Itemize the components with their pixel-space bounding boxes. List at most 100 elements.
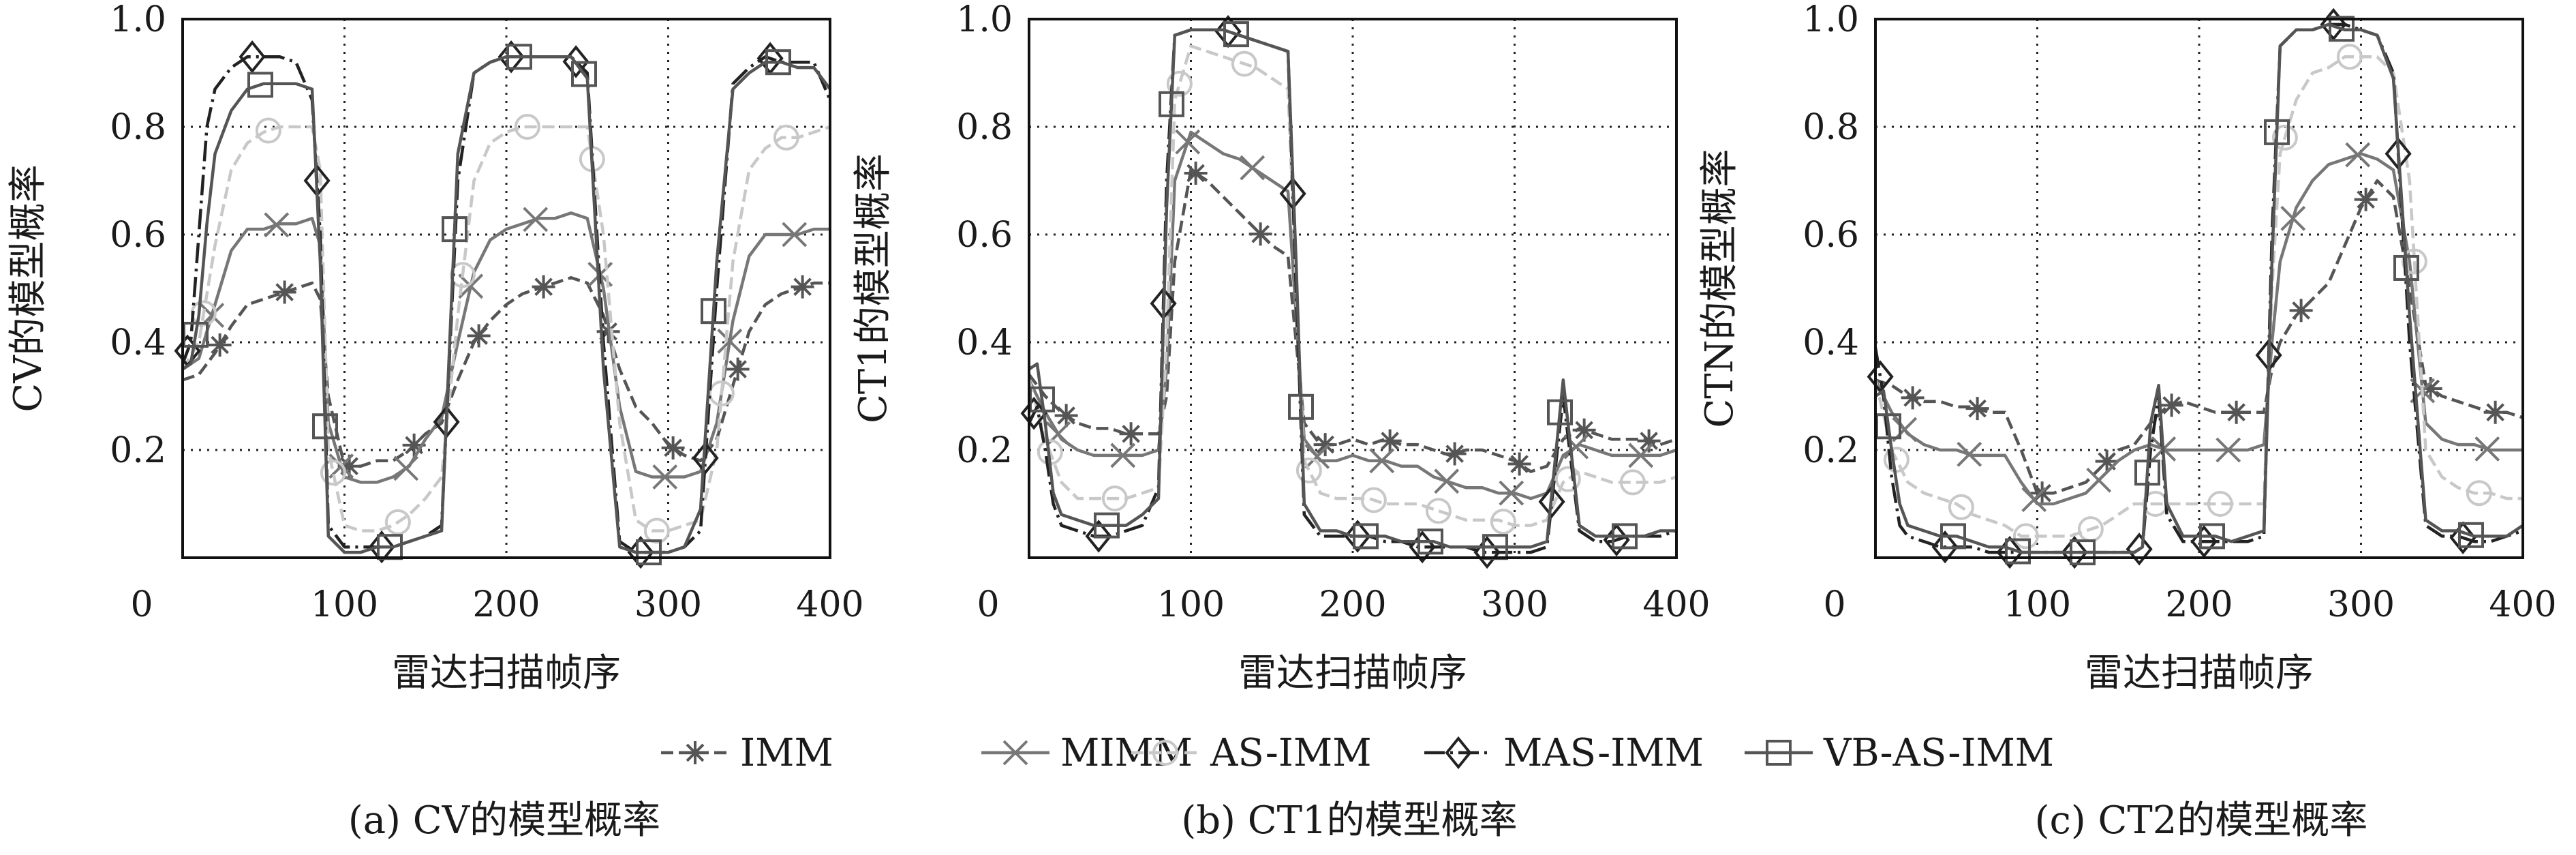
data-point-marker <box>692 441 719 475</box>
legend-marker <box>1002 740 1028 766</box>
chart-panel-2: 0.2 0.4 0.6 0.8 1.0 0 100 200 300 400 雷达扫描帧序 CT1的模型… <box>851 0 1711 843</box>
series-imm <box>1028 161 1677 476</box>
y-tick-label: 0.6 <box>110 215 166 256</box>
series-as-imm <box>1873 44 2523 550</box>
y-tick-label: 0.4 <box>956 322 1013 363</box>
data-point-marker <box>652 464 678 490</box>
data-point-marker <box>449 262 476 288</box>
data-point-marker <box>2466 480 2492 507</box>
data-point-marker <box>1288 393 1314 420</box>
data-point-marker <box>1883 447 1910 473</box>
legend-label: AS-IMM <box>1210 731 1372 775</box>
data-point-marker <box>2280 205 2306 231</box>
y-tick-label: 0.6 <box>1803 215 1859 256</box>
data-point-marker <box>467 324 491 348</box>
data-point-marker <box>2134 460 2160 486</box>
data-point-marker <box>1443 442 1467 466</box>
y-axis-label: CTN的模型概率 <box>1698 149 1742 427</box>
data-point-marker <box>2126 532 2153 566</box>
plot-frame <box>1874 18 2524 559</box>
legend-item-vb-as-imm: VB-AS-IMM <box>1745 731 2054 775</box>
subfigure-caption: (c) CT2的模型概率 <box>2035 798 2368 843</box>
y-tick-label: 0.4 <box>110 322 166 363</box>
x-tick-label: 200 <box>1319 584 1386 625</box>
series-line <box>1873 22 2524 554</box>
data-point-marker <box>239 40 266 74</box>
data-point-marker <box>255 117 281 144</box>
series-line <box>1027 130 1677 500</box>
data-point-marker <box>2458 522 2484 548</box>
data-point-marker <box>368 530 395 564</box>
grid <box>1029 19 1676 558</box>
data-point-marker <box>1045 421 1071 447</box>
data-point-marker <box>1554 466 1581 492</box>
y-tick-label: 0.4 <box>1803 322 1859 363</box>
data-point-marker <box>627 535 654 569</box>
data-point-marker <box>2160 393 2183 417</box>
series-mimm <box>1873 142 2523 513</box>
data-point-marker <box>2021 487 2047 513</box>
data-point-marker <box>661 436 685 460</box>
series-line <box>181 125 831 532</box>
data-point-marker <box>765 49 791 76</box>
data-point-marker <box>2329 16 2355 42</box>
data-point-marker <box>1231 50 1257 77</box>
data-point-marker <box>2095 449 2119 473</box>
series-mimm <box>1027 129 1677 506</box>
series-line <box>1875 179 2524 495</box>
y-tick-label: 0.8 <box>1803 107 1859 148</box>
series-mimm <box>181 207 830 490</box>
subfigure-caption: (a) CV的模型概率 <box>348 798 660 843</box>
chart-panel-1: 0.2 0.4 0.6 0.8 1.0 0 100 200 300 400 雷达扫描帧序 CV的模型概… <box>6 0 864 843</box>
data-point-marker <box>1369 448 1395 474</box>
x-tick-label: 400 <box>2489 584 2556 625</box>
legend-item-as-imm: AS-IMM <box>1131 731 1372 775</box>
data-point-marker <box>208 333 232 357</box>
data-point-marker <box>312 413 338 440</box>
data-point-marker <box>1931 530 1959 564</box>
data-point-marker <box>773 124 799 151</box>
data-point-marker <box>442 216 467 243</box>
data-point-marker <box>571 61 597 87</box>
data-point-marker <box>717 329 743 354</box>
data-point-marker <box>1184 161 1208 185</box>
chart-panel-3: 0.2 0.4 0.6 0.8 1.0 0 100 200 300 400 雷达扫描帧序 CTN的模型… <box>1698 0 2557 843</box>
data-point-marker <box>1612 523 1638 550</box>
data-point-marker <box>320 460 346 486</box>
y-axis-label: CV的模型概率 <box>6 164 50 412</box>
data-point-marker <box>532 275 555 299</box>
y-tick-label: 0.6 <box>956 215 1013 256</box>
legend-marker <box>1152 740 1178 766</box>
x-axis-label: 雷达扫描帧序 <box>1238 651 1467 695</box>
data-point-marker <box>2483 400 2507 424</box>
data-point-marker <box>1054 404 1078 427</box>
data-point-marker <box>2070 539 2096 566</box>
data-point-marker <box>1572 418 1596 442</box>
data-point-marker <box>523 207 549 232</box>
plot-frame <box>1028 18 1678 559</box>
x-axis-label: 雷达扫描帧序 <box>392 651 621 695</box>
data-point-marker <box>2393 254 2419 281</box>
series-line <box>1028 28 1676 549</box>
series-as-imm <box>181 114 831 544</box>
data-point-marker <box>1353 523 1379 550</box>
data-point-marker <box>1619 469 1646 496</box>
data-point-marker <box>1304 444 1330 469</box>
legend: IMM MIMM AS-IMM MAS-IMM VB-AS-IMM <box>661 731 2054 775</box>
y-tick-label: 0.2 <box>956 430 1013 471</box>
legend-item-imm: IMM <box>661 731 833 775</box>
data-point-marker <box>506 44 532 70</box>
data-point-marker <box>782 222 808 247</box>
data-point-marker <box>2345 142 2371 168</box>
data-point-marker <box>1628 442 1654 468</box>
legend-label: VB-AS-IMM <box>1823 731 2054 775</box>
data-point-marker <box>514 114 540 140</box>
legend-marker <box>1445 736 1472 770</box>
plot-frame <box>181 18 831 559</box>
data-point-marker <box>2224 400 2248 424</box>
data-point-marker <box>273 280 296 304</box>
data-point-marker <box>1378 429 1402 453</box>
data-point-marker <box>1159 91 1184 117</box>
y-tick-label: 1.0 <box>956 0 1013 40</box>
data-point-marker <box>1101 485 1128 512</box>
